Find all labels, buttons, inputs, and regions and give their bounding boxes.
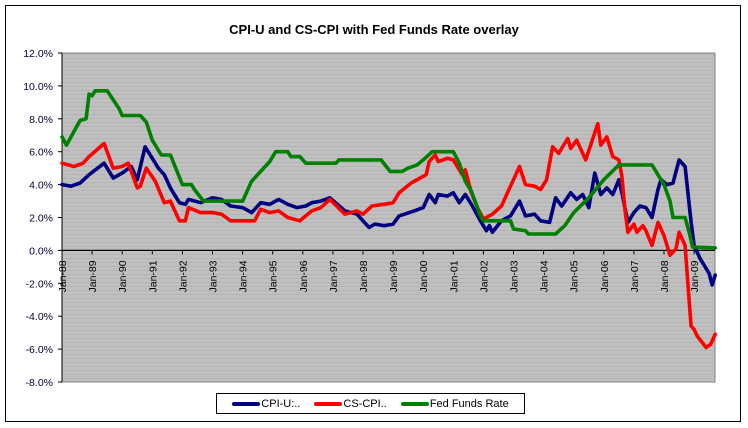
legend-swatch-fed-funds	[400, 401, 429, 406]
x-tick-label: Jan-09	[689, 260, 701, 292]
x-tick-label: Jan-01	[448, 260, 460, 292]
legend-swatch-cpi-u	[232, 401, 261, 406]
y-tick-label: 0.0%	[29, 245, 53, 257]
x-tick-label: Jan-90	[117, 260, 129, 292]
x-tick-label: Jan-00	[418, 260, 430, 292]
legend-label-cs-cpi: CS-CPI..	[343, 397, 387, 410]
x-tick-label: Jan-98	[358, 260, 370, 292]
series-line-cs-cpi	[60, 121, 718, 350]
y-tick-label: -8.0%	[26, 377, 53, 389]
y-tick-label: 10.0%	[23, 81, 53, 93]
x-tick-label: Jan-06	[599, 260, 611, 292]
x-tick-label: Jan-99	[388, 260, 400, 292]
legend-label-fed-funds: Fed Funds Rate	[429, 397, 509, 410]
x-tick-label: Jan-07	[629, 260, 641, 292]
y-tick-label: -4.0%	[26, 311, 53, 323]
y-tick-label: 12.0%	[23, 48, 53, 60]
x-tick-label: Jan-05	[569, 260, 581, 292]
x-tick-label: Jan-08	[659, 260, 671, 292]
x-tick-label: Jan-02	[478, 260, 490, 292]
x-tick-label: Jan-04	[539, 260, 551, 292]
legend-item-cpi-u: CPI-U:..	[232, 398, 300, 410]
series-line-fed-funds-rate	[60, 89, 718, 250]
x-tick-label: Jan-03	[509, 260, 521, 292]
y-tick-label: 8.0%	[29, 114, 53, 126]
x-tick-label: Jan-89	[87, 260, 99, 292]
x-tick-label: Jan-95	[268, 260, 280, 292]
y-tick-label: -2.0%	[26, 278, 53, 290]
legend-label-cpi-u: CPI-U:..	[261, 397, 301, 410]
y-tick-label: -6.0%	[26, 344, 53, 356]
plot-area	[61, 52, 716, 383]
x-tick-label: Jan-91	[147, 260, 159, 292]
y-tick-label: 2.0%	[29, 213, 53, 225]
chart-title: CPI-U and CS-CPI with Fed Funds Rate ove…	[229, 22, 519, 37]
x-tick-label: Jan-97	[328, 260, 340, 292]
legend-swatch-cs-cpi	[314, 401, 343, 406]
x-tick-label: Jan-94	[238, 260, 250, 292]
x-tick-label: Jan-93	[208, 260, 220, 292]
y-tick-label: 4.0%	[29, 180, 53, 192]
series-line-cpi-u	[60, 145, 718, 287]
y-tick-label: 6.0%	[29, 147, 53, 159]
x-tick-label: Jan-88	[57, 260, 69, 292]
legend-item-fed-funds: Fed Funds Rate	[400, 397, 509, 410]
legend-item-cs-cpi: CS-CPI..	[314, 397, 387, 410]
x-tick-label: Jan-96	[298, 260, 310, 292]
legend: CPI-U:.. CS-CPI.. Fed Funds Rate	[216, 393, 525, 414]
x-tick-label: Jan-92	[177, 260, 189, 292]
